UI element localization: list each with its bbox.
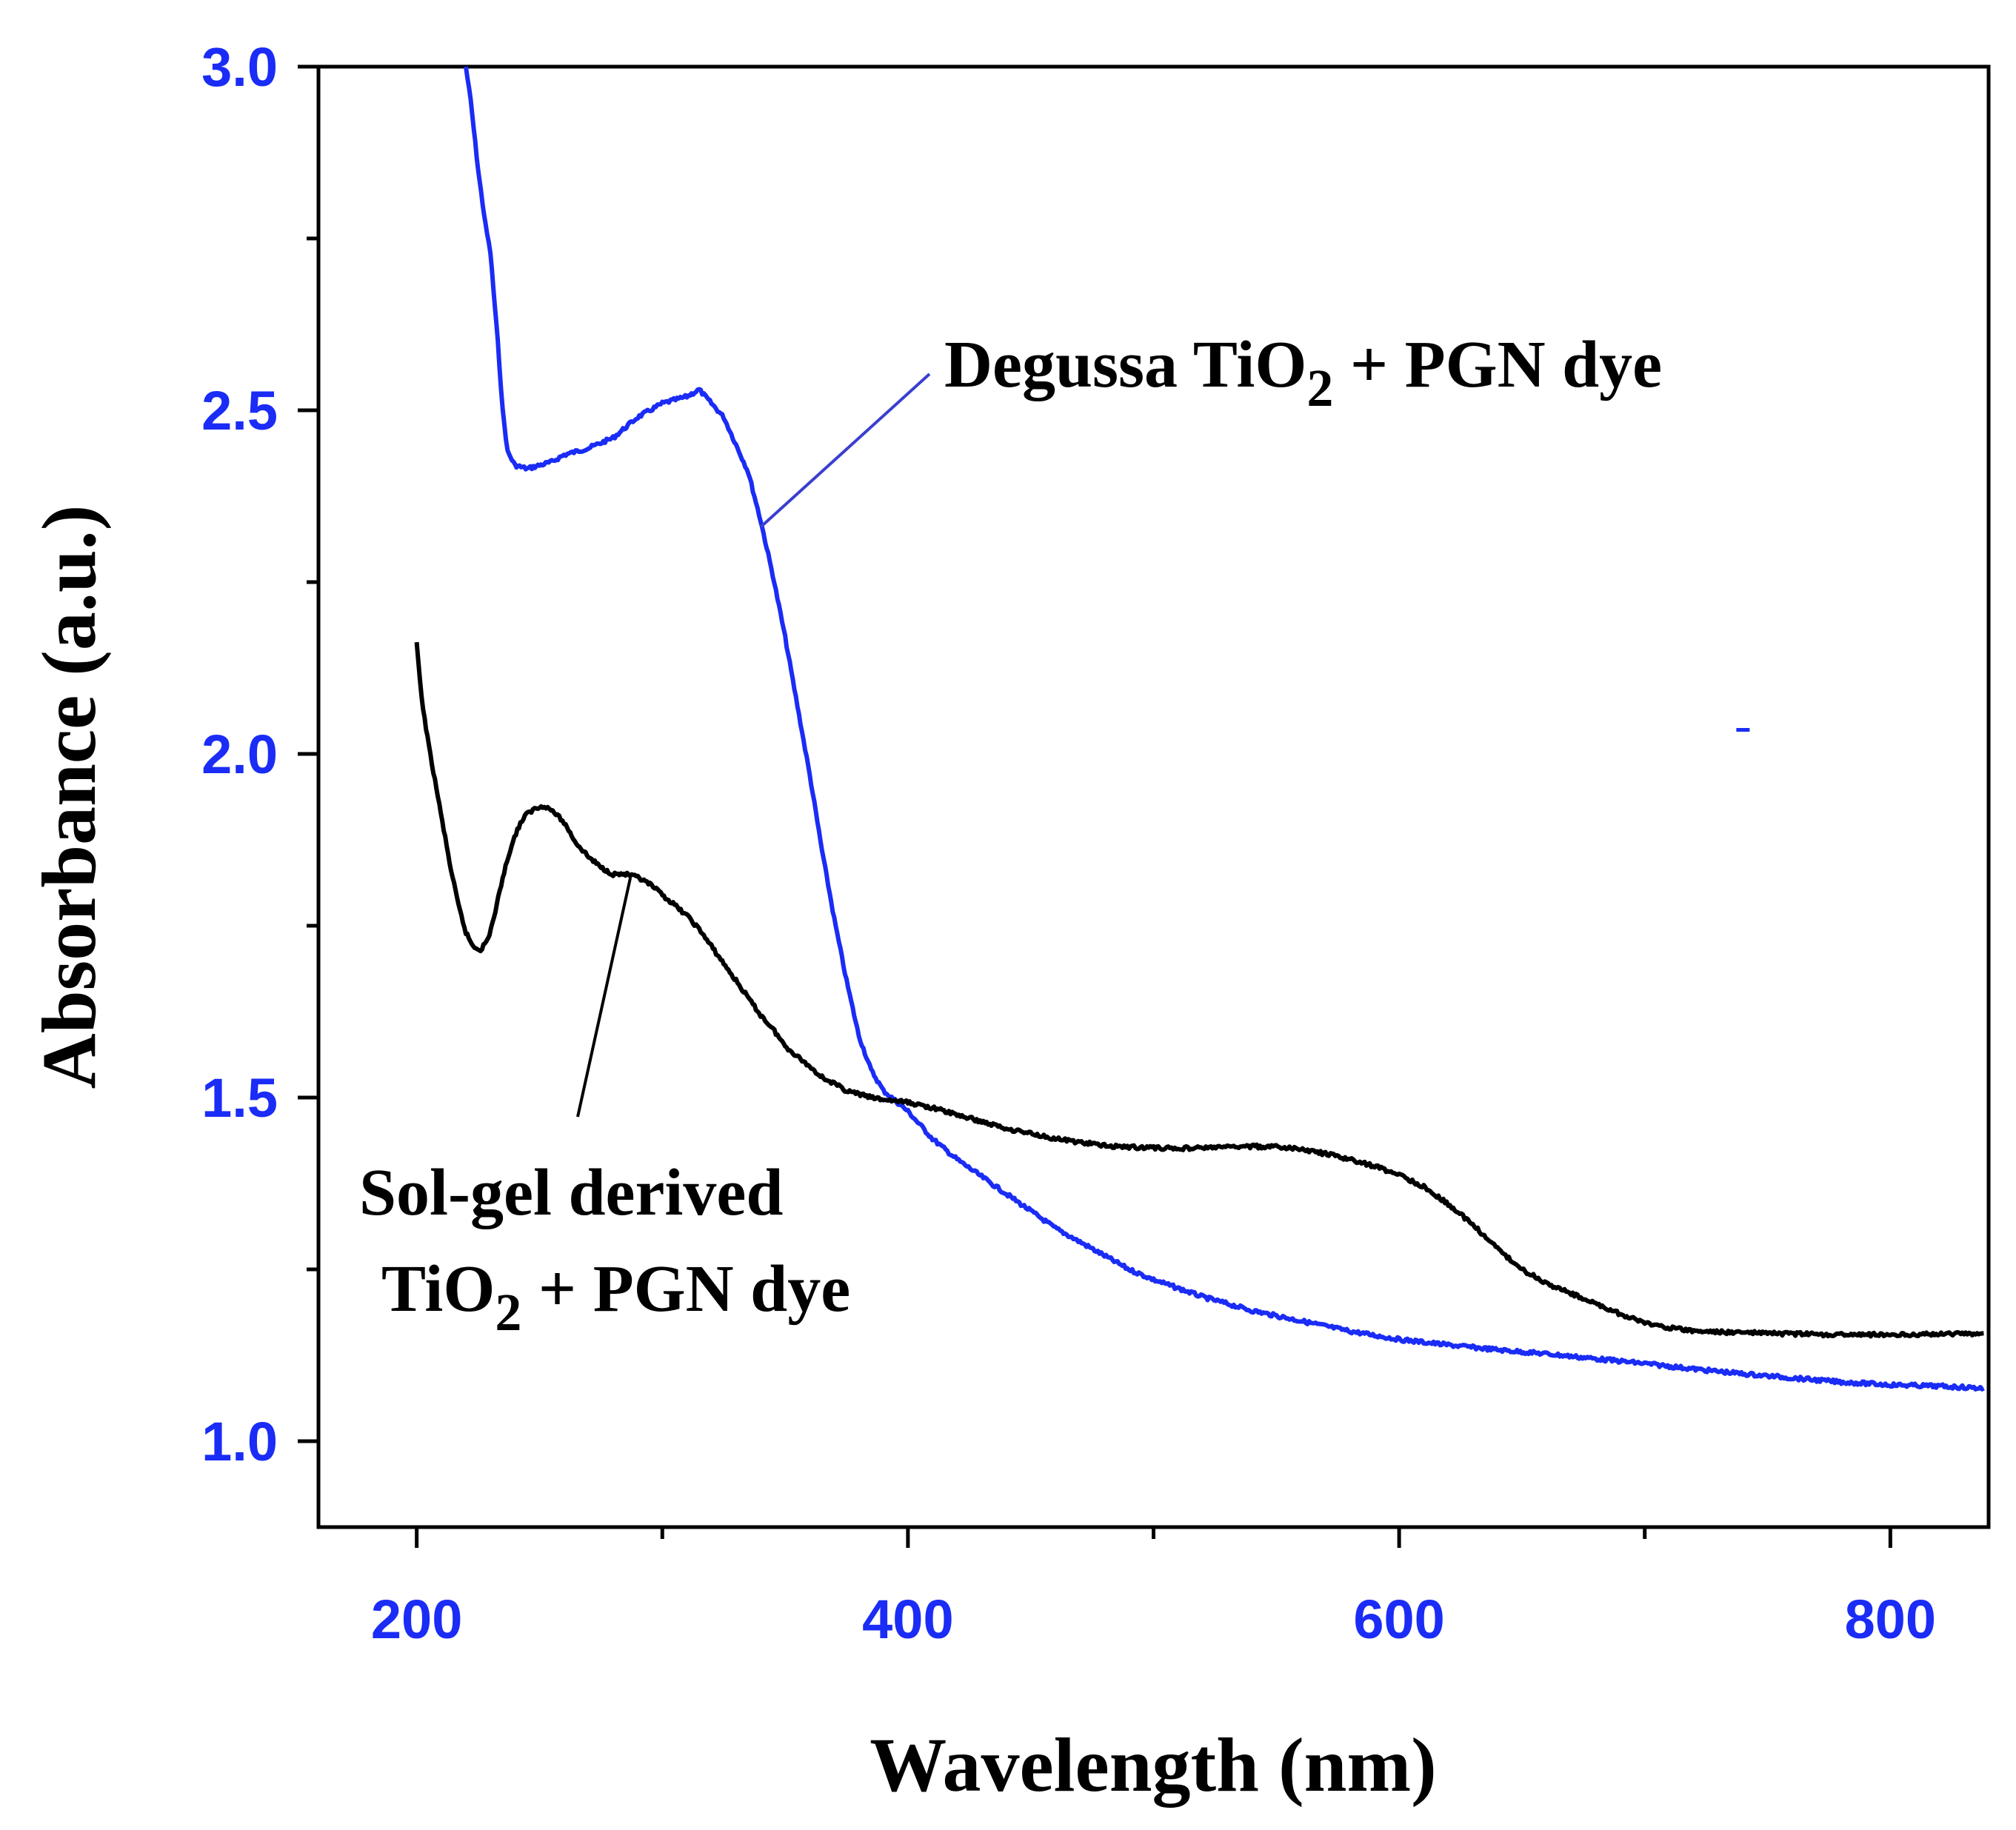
x-tick-label-200: 200 (371, 1589, 462, 1650)
degussa-label-main: Degussa TiO (944, 328, 1306, 401)
solgel-label-line2: TiO2 + PGN dye (381, 1252, 850, 1342)
y-tick-label-1: 1.0 (201, 1411, 278, 1472)
y-tick-label-2.5: 2.5 (201, 380, 278, 441)
solgel-label-line1: Sol-gel derived (359, 1156, 783, 1229)
x-tick-label-800: 800 (1845, 1589, 1936, 1650)
y-tick-label-3: 3.0 (201, 36, 278, 98)
degussa-leader-line (759, 373, 931, 529)
solgel-label-subscript: 2 (495, 1283, 521, 1342)
series-line-1 (414, 641, 1985, 1339)
series-line-0 (464, 66, 1985, 1392)
data-series (414, 66, 1985, 1392)
y-tick-label-1.5: 1.5 (201, 1067, 278, 1129)
x-tick-label-400: 400 (862, 1589, 953, 1650)
degussa-label-subscript: 2 (1306, 358, 1333, 418)
axis-ticks: 200 400 600 800 1.0 1.5 2.0 2.5 3.0 (201, 36, 1936, 1650)
x-tick-label-600: 600 (1353, 1589, 1444, 1650)
y-tick-label-2: 2.0 (201, 724, 278, 785)
solgel-label-main: TiO (381, 1252, 495, 1326)
degussa-label: Degussa TiO2 + PGN dye (944, 328, 1662, 418)
annotation-leaders (576, 373, 931, 1118)
solgel-leader-line (576, 877, 632, 1118)
y-axis-title: Absorbance (a.u.) (27, 505, 112, 1089)
x-axis-title: Wavelength (nm) (870, 1723, 1437, 1808)
solgel-label-suffix: + PGN dye (521, 1252, 850, 1326)
degussa-label-suffix: + PGN dye (1333, 328, 1662, 401)
